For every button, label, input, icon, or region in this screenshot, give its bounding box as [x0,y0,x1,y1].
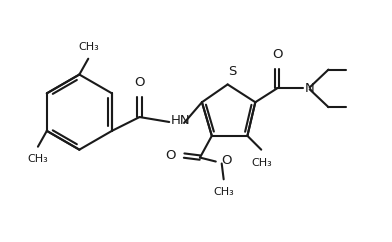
Text: CH₃: CH₃ [27,154,48,164]
Text: O: O [222,154,232,167]
Text: CH₃: CH₃ [213,187,234,197]
Text: CH₃: CH₃ [78,42,99,52]
Text: O: O [272,48,282,61]
Text: N: N [305,82,314,95]
Text: CH₃: CH₃ [252,158,272,167]
Text: O: O [166,149,176,162]
Text: S: S [229,65,237,77]
Text: HN: HN [171,114,191,128]
Text: O: O [134,76,145,89]
